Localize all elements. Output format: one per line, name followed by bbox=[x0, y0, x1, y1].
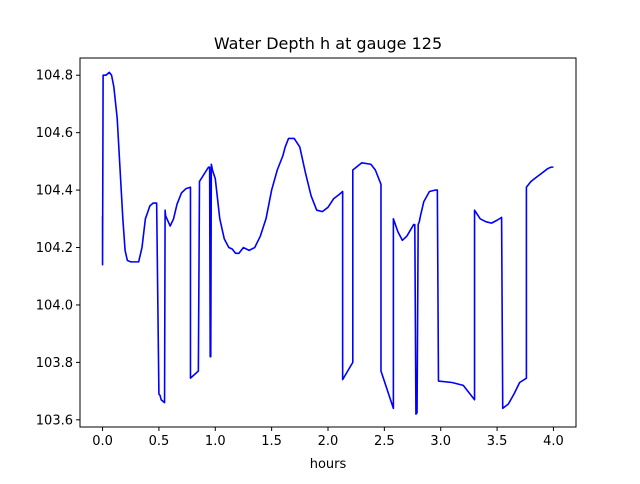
plot-area bbox=[79, 57, 577, 428]
series-line-1 bbox=[101, 71, 554, 415]
x-tick-label: 2.0 bbox=[318, 434, 339, 449]
x-tick-label: 0.0 bbox=[92, 434, 113, 449]
x-tick-label: 3.5 bbox=[487, 434, 508, 449]
y-axis: 103.6 103.8 104.0 104.2 104.4 104.6 104.8 bbox=[36, 69, 80, 428]
x-tick-label: 3.0 bbox=[430, 434, 451, 449]
y-tick-label: 104.6 bbox=[36, 126, 73, 141]
y-tick-label: 104.2 bbox=[36, 241, 73, 256]
x-tick-label: 1.5 bbox=[261, 434, 282, 449]
y-tick-label: 103.8 bbox=[36, 356, 73, 371]
x-axis: 0.0 0.5 1.0 1.5 2.0 2.5 3.0 3.5 4.0 bbox=[92, 427, 564, 449]
x-axis-label: hours bbox=[310, 457, 347, 472]
x-tick-label: 1.0 bbox=[205, 434, 226, 449]
y-tick-label: 104.4 bbox=[36, 184, 73, 199]
chart-title: Water Depth h at gauge 125 bbox=[214, 34, 442, 53]
y-tick-label: 103.6 bbox=[36, 413, 73, 428]
x-tick-label: 4.0 bbox=[543, 434, 564, 449]
y-tick-label: 104.0 bbox=[36, 298, 73, 313]
y-tick-label: 104.8 bbox=[36, 69, 73, 84]
x-tick-label: 0.5 bbox=[149, 434, 170, 449]
x-tick-label: 2.5 bbox=[374, 434, 395, 449]
